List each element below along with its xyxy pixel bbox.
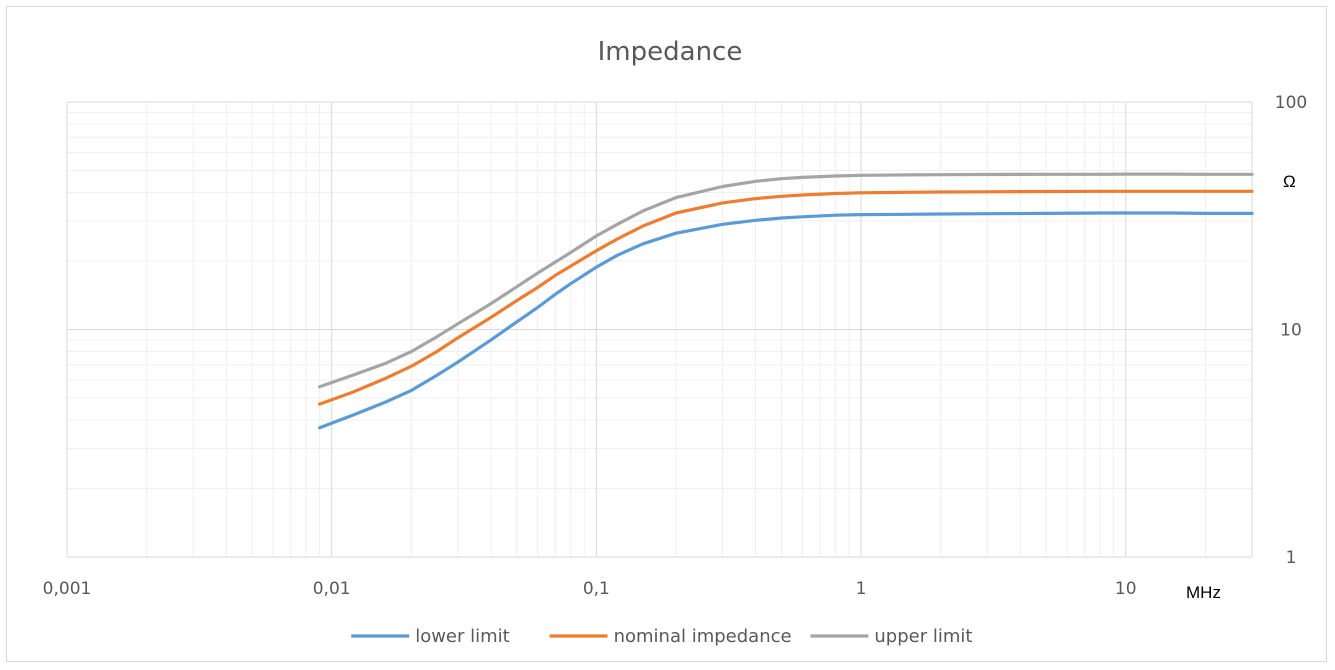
x-tick-label: 1 — [856, 579, 867, 599]
series-lines — [318, 172, 1254, 430]
x-tick-label: 0,01 — [313, 579, 351, 599]
y-axis-unit: Ω — [1283, 172, 1296, 191]
y-tick-label: 100 — [1275, 93, 1307, 113]
chart-title: Impedance — [598, 37, 743, 67]
legend-item: lower limit — [351, 626, 510, 647]
legend: lower limit nominal impedance upper limit — [351, 626, 972, 647]
y-tick-label: 1 — [1286, 548, 1297, 568]
x-tick-label: 0,001 — [43, 579, 92, 599]
series-line-lower-limit — [318, 211, 1254, 430]
x-axis-unit: MHz — [1186, 583, 1221, 602]
legend-label: upper limit — [874, 626, 972, 647]
series-line-nominal-impedance — [318, 189, 1254, 406]
y-tick-label: 10 — [1280, 321, 1302, 341]
x-tick-label: 0,1 — [583, 579, 610, 599]
legend-item: nominal impedance — [549, 626, 792, 647]
legend-label: nominal impedance — [614, 626, 792, 647]
y-tick-labels: 1 10 100 — [1275, 93, 1307, 568]
legend-item: upper limit — [810, 626, 972, 647]
x-tick-label: 10 — [1115, 579, 1137, 599]
grid-major — [66, 101, 1253, 558]
series-line-upper-limit — [318, 172, 1254, 389]
legend-label: lower limit — [415, 626, 510, 647]
x-tick-labels: 0,001 0,01 0,1 1 10 — [43, 579, 1137, 599]
